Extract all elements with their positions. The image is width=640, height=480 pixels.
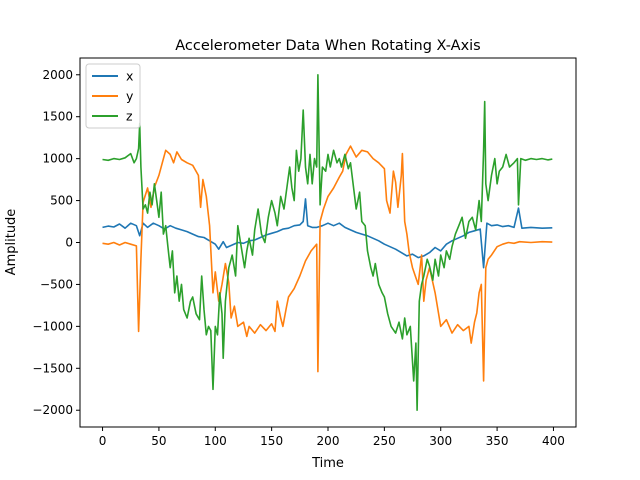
- axis-ticks: 0 50 100 150 200 250 300 350 400 −2000 −1500 −1000 −…: [32, 68, 565, 448]
- x-axis-label: Time: [311, 456, 344, 471]
- x-tick-label: 350: [486, 434, 509, 448]
- legend-label-y: y: [126, 89, 134, 104]
- x-tick-label: 200: [317, 434, 340, 448]
- chart-title: Accelerometer Data When Rotating X-Axis: [175, 38, 480, 54]
- x-tick-label: 150: [260, 434, 283, 448]
- y-tick-label: −500: [40, 277, 73, 291]
- series-line-y: [102, 145, 553, 382]
- y-tick-label: 1500: [42, 110, 73, 124]
- y-tick-label: 500: [50, 194, 73, 208]
- y-tick-label: 2000: [42, 68, 73, 82]
- y-tick-label: −2000: [32, 403, 73, 417]
- x-tick-label: 100: [204, 434, 227, 448]
- legend-label-z: z: [126, 109, 133, 124]
- y-tick-label: 1000: [42, 152, 73, 166]
- legend-label-x: x: [126, 69, 133, 84]
- x-tick-label: 50: [151, 434, 166, 448]
- x-tick-label: 250: [373, 434, 396, 448]
- x-tick-label: 400: [542, 434, 565, 448]
- y-tick-label: 0: [65, 236, 73, 250]
- plot-area: [102, 74, 553, 411]
- legend: xyz: [85, 63, 141, 129]
- x-tick-label: 0: [99, 434, 107, 448]
- series-line-z: [102, 74, 553, 411]
- y-axis-label: Amplitude: [4, 209, 19, 276]
- y-tick-label: −1500: [32, 361, 73, 375]
- series-line-x: [102, 198, 553, 269]
- x-tick-label: 300: [429, 434, 452, 448]
- y-tick-label: −1000: [32, 319, 73, 333]
